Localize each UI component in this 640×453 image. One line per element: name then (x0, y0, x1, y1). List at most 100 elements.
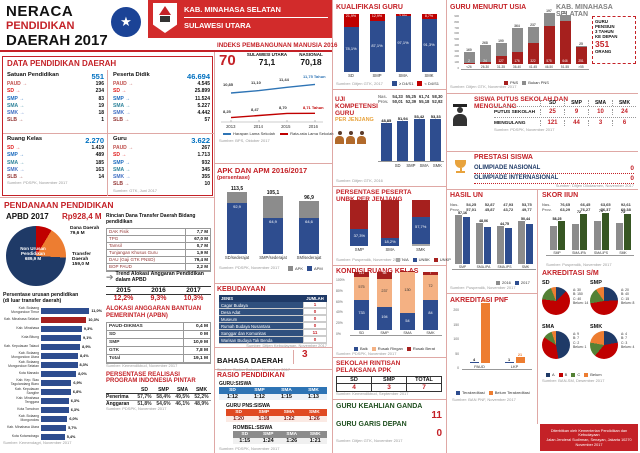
divider (333, 186, 446, 187)
un-2017-bar (484, 226, 491, 264)
legend-item: 2016 (492, 280, 511, 285)
apk-value: 113,5 (230, 185, 244, 192)
divider (333, 265, 446, 266)
akreditasi-pie-chart (590, 287, 618, 315)
rasio-value: 1:20 (233, 416, 245, 422)
axis-tick: 40% (336, 310, 343, 315)
urusan-label: Kab. Bolaang Mongondow Timur (11, 306, 39, 314)
urusan-row: Kab. Kepulauan Talaud 8,9% (3, 342, 104, 351)
iiun-2017-value: 58,25 (552, 216, 562, 221)
sumber: Sumber: PDSPK, November 2017 (494, 127, 555, 132)
legend-item: Belum (580, 372, 602, 377)
unbk-title: UNBK PER JENJANG (336, 196, 403, 203)
iiun-2017-bar (557, 220, 565, 250)
guru-block: Guru 3.622 PAUD → 267 SD → 1.713 SMP → 932 S… (113, 136, 210, 193)
non-pns-segment (495, 43, 507, 56)
row-value: 57 (204, 117, 210, 124)
pns-value: 322 (530, 58, 536, 63)
pie-values: A: 20 B: 40 C: 15 Belum: 8 (621, 288, 635, 305)
putus-value: 6 (612, 120, 636, 126)
kualifikasi-chart: 21,9% 78,1% SD 12,9% 87,1% SMP 2,9% 97,1… (338, 14, 442, 78)
pns-segment: 251 (575, 47, 587, 64)
kebudayaan-table: JENIS JUMLAH Cagar Budaya 1 Desa Adat 0 … (219, 295, 327, 349)
pip-value: 54,6% (156, 401, 171, 407)
ukg-bar-segment (397, 120, 409, 161)
urusan-bar (41, 307, 90, 314)
pip-value: 52,2% (194, 394, 209, 400)
ukg-title: KOMPETENSI (335, 103, 378, 110)
pie-category: SMA (542, 324, 555, 330)
baik-segment: 733 (354, 300, 369, 330)
pip-value: 57,7% (137, 394, 152, 400)
prov-value: 55,18 (418, 99, 430, 104)
ringan-segment: 130 (400, 272, 415, 314)
data-row: SD → 1.713 (113, 152, 210, 159)
divider (333, 357, 446, 358)
non-pns-value: 160 (466, 48, 472, 53)
pie-values: A: 4 B: 7 C: 3 Belum: 4 (621, 332, 635, 349)
category-label: SMA (403, 331, 412, 335)
arrow-icon: → (128, 81, 134, 87)
sumber: Sumber: PDSPK, November 2017 (219, 265, 280, 270)
pip-title1: PERSENTASE REALISASI (106, 372, 180, 378)
usia-bar: 92 646 51-55 (558, 11, 573, 69)
sumber: Sumber: GTK, Juni 2017 (113, 187, 158, 193)
col-header: SD (241, 432, 249, 437)
lt-segment: 12,9% (369, 14, 385, 22)
legend-swatch (371, 346, 376, 351)
ge-value: 97,1% (397, 40, 409, 46)
pns-value: 24 (483, 58, 487, 63)
prov-value: 52,39 (405, 99, 417, 104)
sumber: Sumber: PDSPK, November 2017 (336, 351, 397, 356)
row-value: 4.545 (197, 81, 210, 87)
ppk-value: 3 (372, 384, 407, 391)
rincian-label: DAK Fisik (107, 228, 186, 235)
col-header: SMK (308, 388, 319, 393)
category-label: SMP (372, 73, 382, 78)
berat-value: 7 (429, 271, 432, 276)
kemdikbud-logo-icon: ★ (111, 7, 141, 37)
kebudayaan-value: 0 (303, 309, 327, 315)
category-label: 41-45 (528, 65, 538, 69)
row-value: 345 (201, 166, 210, 173)
apk-apm-group: 113,5 92,9 SD/sederajat (222, 186, 252, 260)
non-pns-value: 92 (563, 11, 567, 16)
ukg-bar-segment (430, 119, 442, 161)
urusan-row: Kota Manado 8,0% (3, 369, 104, 378)
axis-tick: 0% (336, 331, 341, 336)
pip-title2: PROGRAM INDONESIA PINTAR (106, 378, 196, 384)
hls-point-label: 10,85 (223, 82, 234, 87)
rincian-row: TPG 67,0 M (107, 235, 210, 243)
pip-block: PERSENTASE REALISASI PROGRAM INDONESIA P… (106, 372, 211, 412)
apm-value: 64,9 (269, 219, 277, 225)
rasio-value: 1:26 (286, 438, 298, 444)
pns-segment: 322 (527, 42, 539, 64)
trophy-icon (454, 160, 467, 176)
data-row: SLB → 57 (113, 117, 210, 124)
ipm-kab-value: 70 (219, 52, 236, 69)
urusan-label: Kab. Kepulauan Talaud (3, 343, 39, 348)
urusan-bar (41, 406, 69, 413)
ruang-label: Ruang Kelas (7, 136, 43, 142)
hls-point-label: 11,44 (279, 77, 289, 82)
ggd-value: 0 (436, 428, 442, 439)
row-label: PAUD → (7, 81, 28, 87)
rincian-value: 7,7 M (196, 229, 208, 234)
kebudayaan-label: Cagar Budaya (219, 302, 303, 308)
akreditasi-sm-grid: SD A: 30 B: 150 C: 40 Belum: 14 SMP A: 20 B:… (542, 280, 638, 368)
legend-item: Belum Terakreditasi (485, 390, 530, 395)
putus-row-label: PUTUS SEKOLAH (494, 109, 536, 115)
berat-value: 58 (382, 270, 387, 275)
pnf-legend: Terakreditasi Belum Terakreditasi (452, 390, 530, 395)
peserta-total: 46.694 (187, 72, 210, 81)
kebudayaan-row: Cagar Budaya 1 (219, 302, 327, 309)
legend-item: Rusak Berat (403, 346, 435, 351)
rasio-value: 1:12 (226, 394, 238, 400)
iiun-2017-value: 72 (577, 210, 581, 214)
pns-segment: 127 (495, 55, 507, 64)
urusan-value: 5,7% (68, 425, 77, 430)
apbn-title: ALOKASI ANGGARAN BANTUAN PEMERINTAH (APB… (106, 306, 202, 320)
un-bar-group: 50,44 SMK (516, 217, 535, 269)
pnf-bar-group: 4 192 PAUD (465, 299, 495, 369)
sumber: Sumber: BAN-SM, Desember 2017 (542, 378, 605, 383)
